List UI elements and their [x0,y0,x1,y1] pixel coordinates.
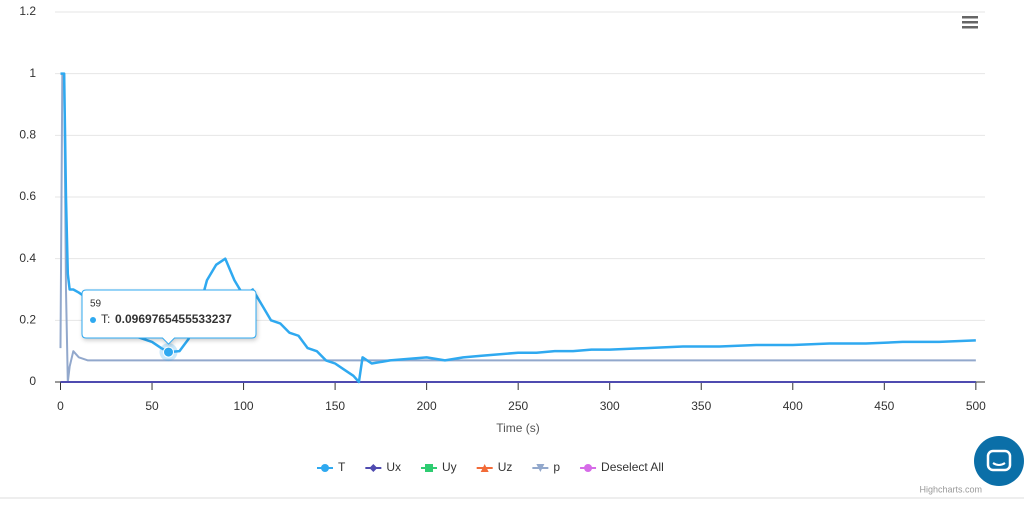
legend-item[interactable]: Deselect All [580,460,664,474]
legend-label: Deselect All [601,460,664,474]
y-tick-label: 0.4 [19,251,36,265]
x-tick-label: 100 [234,399,254,413]
y-tick-label: 0.8 [19,128,36,142]
chat-smile [992,462,1006,466]
x-tick-label: 500 [966,399,986,413]
legend-label: Uz [498,460,513,474]
legend-label: p [553,460,560,474]
legend-label: T [338,460,346,474]
chat-icon [986,449,1012,472]
legend-symbol [369,464,378,472]
menu-bar [962,16,978,19]
chat-circle [974,436,1024,486]
tooltip-header: 59 [90,299,102,310]
x-tick-label: 50 [145,399,159,413]
menu-bar [962,26,978,29]
legend-item[interactable]: Ux [365,460,401,474]
chat-button[interactable] [974,436,1024,486]
y-tick-label: 0 [29,374,36,388]
menu-button[interactable] [962,16,978,29]
x-axis-title: Time (s) [496,421,540,435]
x-tick-label: 400 [783,399,803,413]
tooltip-dot [90,317,96,323]
y-tick-label: 0.6 [19,189,36,203]
y-tick-label: 1 [29,66,36,80]
series-line [59,72,976,383]
legend-label: Uy [442,460,457,474]
legend-symbol [584,464,593,472]
legend-item[interactable]: Uz [476,460,513,474]
tooltip: 59 T: 0.0969765455533237 [81,289,257,345]
hover-point [163,346,175,358]
x-tick-label: 450 [874,399,894,413]
x-tick-label: 350 [691,399,711,413]
legend-symbol [536,464,545,472]
x-tick-label: 250 [508,399,528,413]
tooltip-value: 0.0969765455533237 [115,312,232,326]
menu-bar [962,21,978,24]
y-tick-label: 1.2 [19,4,36,18]
legend-symbol [321,464,329,472]
legend-item[interactable]: Uy [421,460,457,474]
credits[interactable]: Highcharts.com [919,484,982,494]
legend-symbol [425,464,434,472]
x-tick-label: 0 [57,399,64,413]
legend-item[interactable]: T [317,460,346,474]
legend-label: Ux [386,460,401,474]
tooltip-box [81,289,257,345]
x-tick-label: 150 [325,399,345,413]
x-tick-label: 200 [417,399,437,413]
tooltip-label: T: [101,312,110,326]
x-tick-label: 300 [600,399,620,413]
legend-item[interactable]: p [532,460,560,474]
y-tick-label: 0.2 [19,313,36,327]
legend-symbol [480,464,489,472]
